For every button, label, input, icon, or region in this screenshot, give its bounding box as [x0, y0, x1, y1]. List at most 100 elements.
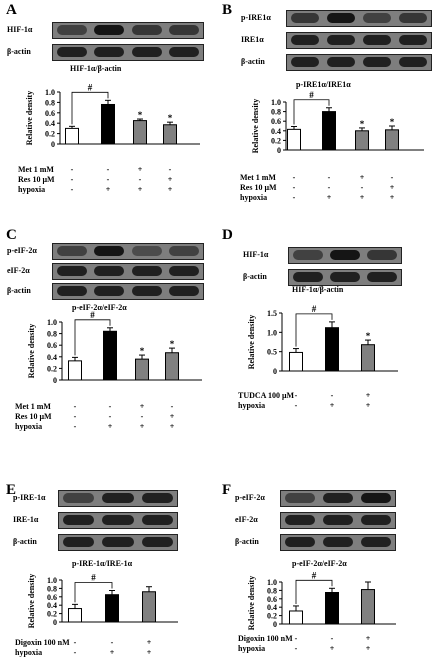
condition-value: + [389, 183, 395, 192]
condition-value: - [73, 412, 77, 421]
blot-band [367, 250, 398, 260]
condition-label: hypoxia [238, 644, 266, 653]
blot-band [360, 515, 392, 525]
blot-band [56, 246, 87, 256]
blot-strip [52, 283, 204, 300]
blot-band [290, 35, 320, 45]
panel-label: E [6, 482, 17, 498]
bar [322, 111, 336, 151]
blot-band [131, 47, 162, 57]
condition-value: - [330, 634, 334, 643]
y-tick-label: 0.4 [267, 603, 277, 612]
condition-value: - [360, 183, 364, 192]
condition-value: - [73, 402, 77, 411]
blot-band [367, 272, 398, 282]
condition-label: hypoxia [18, 185, 46, 194]
condition-value: + [105, 185, 111, 194]
condition-value: + [329, 644, 335, 653]
blot-strip [286, 54, 432, 71]
panel-a: A HIF-1α β-actin HIF-1α/β-actin 0 0.2 0.4 0.6 0.… [0, 0, 216, 218]
significance-mark: * [390, 117, 395, 127]
bar [68, 360, 82, 381]
condition-value: - [170, 402, 174, 411]
y-tick-label: 0 [273, 620, 277, 629]
y-tick-label: 0.5 [267, 348, 277, 357]
y-tick-label: 0.6 [271, 117, 281, 126]
significance-bracket [74, 319, 111, 356]
blot-band [398, 35, 428, 45]
blot-band [330, 272, 360, 282]
blot-strip [58, 490, 178, 507]
y-axis-label: Relative density [251, 99, 260, 153]
ratio-title: HIF-1α/β-actin [70, 64, 122, 73]
panel-label: D [222, 227, 233, 243]
condition-value: - [292, 183, 296, 192]
blot-row-label: eIF-2α [235, 515, 258, 524]
blot-band [56, 286, 87, 296]
significance-mark: * [168, 113, 173, 123]
condition-value: - [327, 173, 331, 182]
panel-label: F [222, 482, 232, 498]
bar [325, 327, 339, 372]
blot-row-label: HIF-1α [7, 25, 33, 34]
y-tick-label: 0 [277, 146, 281, 155]
significance-mark: * [360, 119, 365, 129]
condition-value: - [73, 648, 77, 657]
y-tick-label: 0.6 [267, 595, 277, 604]
condition-value: - [327, 183, 331, 192]
bar-chart: 00.20.40.60.81.0 Relative density # [27, 573, 178, 628]
blot-band [169, 266, 200, 276]
condition-label: Res 10 μM [240, 183, 277, 192]
y-tick-label: 0.8 [47, 584, 57, 593]
significance-bracket [74, 582, 113, 603]
y-tick-label: 0.8 [45, 98, 55, 107]
condition-label: Digoxin 100 nM [15, 638, 70, 647]
condition-value: - [292, 193, 296, 202]
panel-label: C [6, 227, 17, 243]
blot-band [131, 246, 162, 256]
blot-band [360, 537, 392, 547]
bar [361, 344, 375, 372]
blot-band [326, 35, 356, 45]
blot-row-label: β-actin [13, 537, 37, 546]
blot-band [62, 537, 95, 547]
bar [385, 129, 399, 151]
panel-label: B [222, 2, 233, 18]
blot-row-label: β-actin [7, 47, 31, 56]
y-tick-label: 0.6 [47, 593, 57, 602]
y-tick-label: 0 [53, 618, 57, 627]
bar [287, 128, 301, 151]
significance-bracket [293, 99, 330, 125]
bracket-label: # [91, 573, 96, 583]
bar-chart: 00.20.40.60.81.0 Relative density # [247, 570, 396, 630]
condition-value: - [294, 644, 298, 653]
blot-row-label: HIF-1α [243, 250, 269, 259]
blot-band [169, 286, 200, 296]
y-tick-label: 0.2 [271, 136, 281, 145]
y-axis-label: Relative density [27, 324, 36, 378]
significance-mark: * [366, 331, 371, 341]
blot-band [94, 25, 125, 35]
condition-label: hypoxia [15, 422, 43, 431]
y-tick-label: 1.0 [267, 328, 277, 337]
y-axis-label: Relative density [247, 576, 256, 630]
condition-label: hypoxia [240, 193, 268, 202]
y-tick-label: 0.2 [45, 130, 55, 139]
y-tick-label: 0.8 [47, 330, 57, 339]
significance-bracket [71, 91, 109, 125]
bar [142, 591, 156, 623]
y-axis-label: Relative density [27, 574, 36, 628]
blot-strip [52, 243, 204, 260]
ratio-title: p-eIF-2α/eIF-2α [292, 559, 347, 568]
condition-value: + [365, 634, 371, 643]
blot-strip [52, 44, 204, 61]
significance-bracket [295, 579, 333, 604]
y-tick-label: 1.0 [47, 576, 57, 585]
bar-chart: 00.2 0.40.6 0.81.0 Relative density * * # [25, 82, 200, 149]
blot-row-label: p-eIF-2α [7, 246, 37, 255]
condition-value: - [292, 173, 296, 182]
bracket-label: # [312, 570, 317, 580]
blot-band [292, 250, 323, 260]
